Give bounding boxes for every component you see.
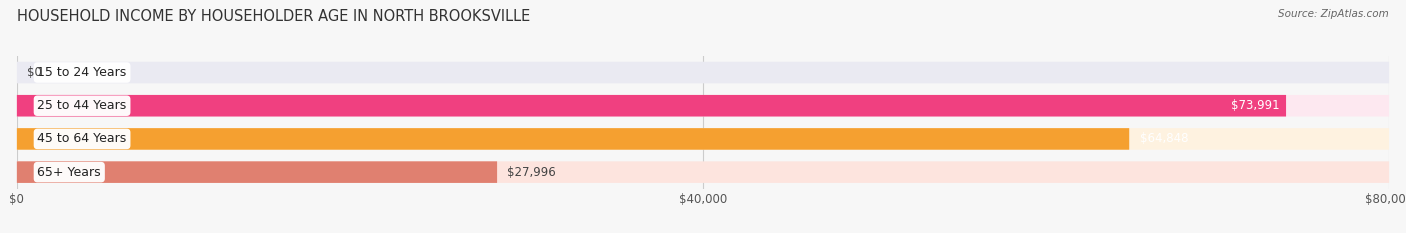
Text: 15 to 24 Years: 15 to 24 Years bbox=[38, 66, 127, 79]
FancyBboxPatch shape bbox=[17, 128, 1129, 150]
FancyBboxPatch shape bbox=[17, 95, 1286, 116]
FancyBboxPatch shape bbox=[17, 161, 498, 183]
Text: Source: ZipAtlas.com: Source: ZipAtlas.com bbox=[1278, 9, 1389, 19]
Text: 45 to 64 Years: 45 to 64 Years bbox=[38, 132, 127, 145]
FancyBboxPatch shape bbox=[17, 161, 1389, 183]
Text: 65+ Years: 65+ Years bbox=[38, 166, 101, 179]
FancyBboxPatch shape bbox=[17, 95, 1389, 116]
Text: 25 to 44 Years: 25 to 44 Years bbox=[38, 99, 127, 112]
FancyBboxPatch shape bbox=[17, 62, 1389, 83]
Text: HOUSEHOLD INCOME BY HOUSEHOLDER AGE IN NORTH BROOKSVILLE: HOUSEHOLD INCOME BY HOUSEHOLDER AGE IN N… bbox=[17, 9, 530, 24]
Text: $64,848: $64,848 bbox=[1139, 132, 1188, 145]
FancyBboxPatch shape bbox=[17, 128, 1389, 150]
Text: $27,996: $27,996 bbox=[508, 166, 557, 179]
Text: $73,991: $73,991 bbox=[1230, 99, 1279, 112]
Text: $0: $0 bbox=[27, 66, 42, 79]
